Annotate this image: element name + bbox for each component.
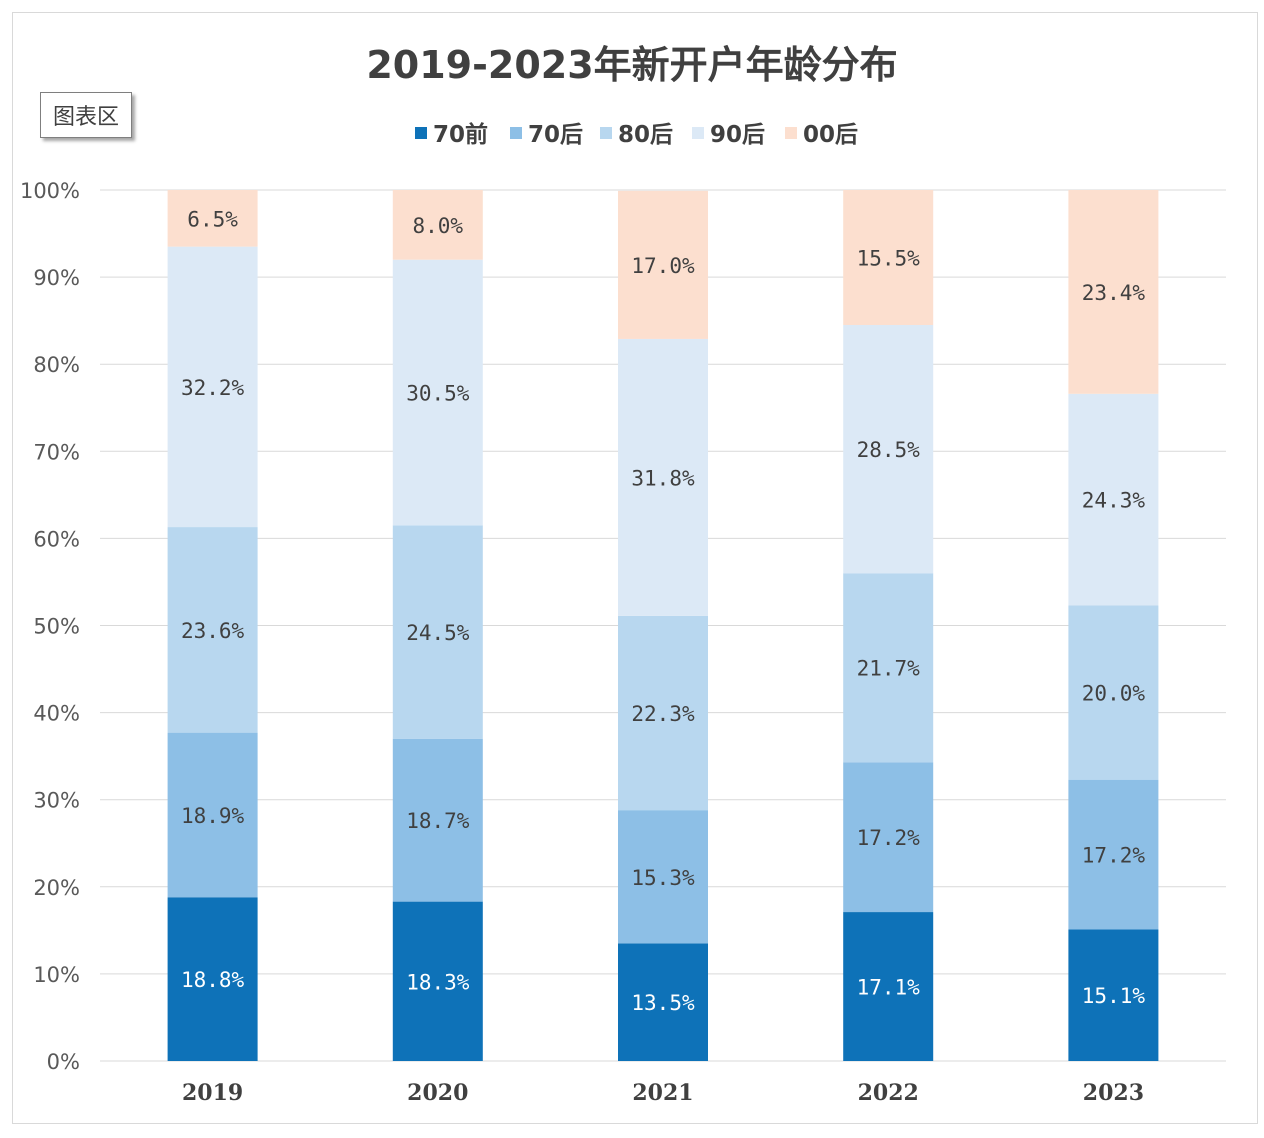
x-tick-label: 2020 bbox=[407, 1080, 468, 1106]
data-label: 32.2% bbox=[181, 376, 245, 400]
bar-segment bbox=[167, 527, 258, 733]
bar-segment bbox=[392, 525, 483, 739]
bar-segment bbox=[167, 897, 258, 1061]
bar-segment bbox=[843, 573, 934, 763]
legend-swatch bbox=[510, 127, 522, 139]
legend: 70前 70后 80后 90后 00后 bbox=[415, 121, 858, 148]
y-tick-label: 80% bbox=[33, 353, 80, 377]
y-tick-label: 100% bbox=[20, 179, 80, 203]
y-tick-label: 70% bbox=[33, 440, 80, 464]
data-label: 31.8% bbox=[631, 466, 695, 490]
x-tick-label: 2019 bbox=[182, 1080, 243, 1106]
y-tick-label: 60% bbox=[33, 527, 80, 551]
bar-segment bbox=[843, 190, 934, 326]
y-tick-label: 90% bbox=[33, 266, 80, 290]
data-label: 23.4% bbox=[1082, 281, 1146, 305]
bar-segment bbox=[618, 190, 708, 339]
data-label: 18.3% bbox=[406, 970, 470, 994]
bar-segment bbox=[167, 190, 258, 247]
legend-swatch bbox=[692, 127, 704, 139]
bar-segment bbox=[618, 943, 708, 1061]
x-tick-label: 2023 bbox=[1083, 1080, 1144, 1106]
bar-segment bbox=[843, 912, 934, 1061]
data-label: 24.3% bbox=[1082, 489, 1146, 513]
data-label: 30.5% bbox=[406, 382, 470, 406]
bar-segment bbox=[1068, 190, 1159, 394]
data-label: 17.0% bbox=[631, 254, 695, 278]
data-label: 18.7% bbox=[406, 809, 470, 833]
y-tick-label: 40% bbox=[33, 702, 80, 726]
data-label: 15.5% bbox=[857, 247, 921, 271]
data-label: 15.3% bbox=[631, 866, 695, 890]
data-label: 15.1% bbox=[1082, 984, 1146, 1008]
y-tick-label: 30% bbox=[33, 789, 80, 813]
legend-swatch bbox=[600, 127, 612, 139]
bar-segment bbox=[618, 338, 708, 616]
bar-segment bbox=[167, 732, 258, 898]
bar-segment bbox=[1068, 779, 1159, 930]
legend-label: 70前 bbox=[433, 121, 488, 148]
chart-area-badge: 图表区 bbox=[40, 92, 133, 138]
y-tick-label: 0% bbox=[47, 1050, 80, 1074]
bar-segment bbox=[843, 762, 934, 913]
x-axis: 2019 2020 2021 2022 2023 bbox=[182, 1080, 1144, 1106]
bar-segment bbox=[843, 325, 934, 574]
legend-swatch bbox=[415, 127, 427, 139]
bar-segment bbox=[1068, 929, 1159, 1061]
bar-segment bbox=[392, 190, 483, 260]
y-tick-label: 10% bbox=[33, 963, 80, 987]
bar-segment bbox=[1068, 393, 1159, 606]
data-label: 6.5% bbox=[187, 207, 238, 231]
data-label: 17.2% bbox=[1082, 844, 1146, 868]
bars: 18.8% 18.9% 23.6% 32.2% 6.5% 18.3% 18.7% 24.5% 3… bbox=[167, 190, 1159, 1061]
data-label: 17.1% bbox=[857, 976, 921, 1000]
bar-segment bbox=[618, 615, 708, 811]
data-label: 8.0% bbox=[413, 214, 464, 238]
x-tick-label: 2021 bbox=[632, 1080, 693, 1106]
data-label: 20.0% bbox=[1082, 682, 1146, 706]
data-label: 22.3% bbox=[631, 702, 695, 726]
legend-label: 90后 bbox=[710, 122, 765, 148]
legend-swatch bbox=[785, 127, 797, 139]
legend-label: 80后 bbox=[618, 122, 673, 148]
bar-segment bbox=[1068, 605, 1159, 780]
legend-label: 70后 bbox=[528, 122, 583, 148]
data-label: 18.8% bbox=[181, 968, 245, 992]
y-tick-label: 50% bbox=[33, 615, 80, 639]
data-label: 18.9% bbox=[181, 804, 245, 828]
bar-segment bbox=[392, 738, 483, 902]
y-tick-label: 20% bbox=[33, 876, 80, 900]
bar-segment bbox=[618, 810, 708, 944]
chart-title: 2019-2023年新开户年龄分布 bbox=[366, 43, 897, 87]
x-tick-label: 2022 bbox=[858, 1080, 919, 1106]
bar-segment bbox=[392, 259, 483, 526]
data-label: 13.5% bbox=[631, 991, 695, 1015]
data-label: 23.6% bbox=[181, 619, 245, 643]
bar-segment bbox=[392, 901, 483, 1061]
data-label: 21.7% bbox=[857, 657, 921, 681]
bar-segment bbox=[167, 246, 258, 528]
data-label: 17.2% bbox=[857, 826, 921, 850]
data-label: 24.5% bbox=[406, 621, 470, 645]
data-label: 28.5% bbox=[857, 438, 921, 462]
y-axis: 0% 10% 20% 30% 40% 50% 60% 70% 80% 90% 100% bbox=[20, 179, 80, 1074]
legend-label: 00后 bbox=[803, 122, 858, 148]
